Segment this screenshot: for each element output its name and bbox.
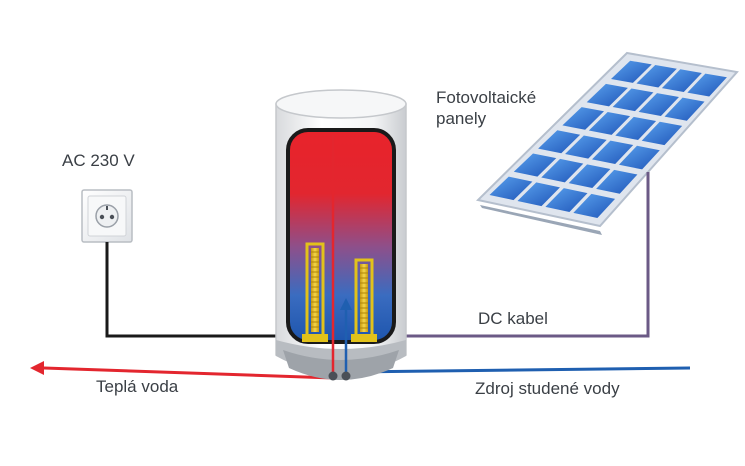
solar-cell	[517, 182, 560, 207]
solar-cell	[513, 153, 557, 177]
solar-cell	[636, 65, 677, 88]
solar-cell	[568, 164, 611, 189]
solar-cell	[618, 145, 660, 170]
solar-cell	[664, 97, 705, 121]
solar-panel-icon	[475, 51, 739, 235]
pv-panels-label: Fotovoltaické panely	[436, 87, 536, 129]
solar-cell	[586, 83, 628, 107]
wall-socket-icon	[81, 189, 133, 243]
solar-cell	[538, 130, 581, 154]
solar-cell	[573, 193, 616, 219]
dc-cable	[378, 172, 650, 338]
hot-water-label: Teplá voda	[96, 377, 179, 396]
solar-cell	[541, 158, 584, 183]
solar-cell	[612, 88, 654, 112]
solar-cell	[489, 176, 533, 201]
hot-water-pipe	[43, 366, 334, 380]
ac-source-label: AC 230 V	[62, 151, 135, 170]
solar-cell	[641, 121, 683, 146]
solar-cell	[565, 135, 607, 159]
pv-panels-label-line1: Fotovoltaické	[436, 88, 537, 107]
solar-cell	[687, 73, 727, 97]
tank-water-chamber	[286, 128, 396, 344]
heating-element-dc	[351, 258, 377, 342]
heating-element-ac	[302, 242, 328, 342]
solar-cell	[638, 93, 679, 116]
cold-water-pipe	[345, 366, 691, 374]
solar-cell	[596, 169, 638, 194]
solar-cell	[611, 60, 652, 83]
ac-wire	[105, 242, 296, 338]
solar-cell	[615, 116, 657, 140]
dc-cable-label: DC kabel	[478, 309, 548, 328]
cold-water-label: Zdroj studené vody	[475, 379, 620, 398]
solar-cell	[588, 111, 631, 135]
solar-cell	[592, 140, 634, 165]
water-heater-tank	[275, 89, 407, 381]
solar-cell	[562, 107, 605, 130]
hot-water-arrow-icon	[30, 361, 44, 375]
pv-panels-label-line2: panely	[436, 109, 487, 128]
solar-cell	[661, 69, 702, 92]
solar-cell	[545, 188, 588, 213]
